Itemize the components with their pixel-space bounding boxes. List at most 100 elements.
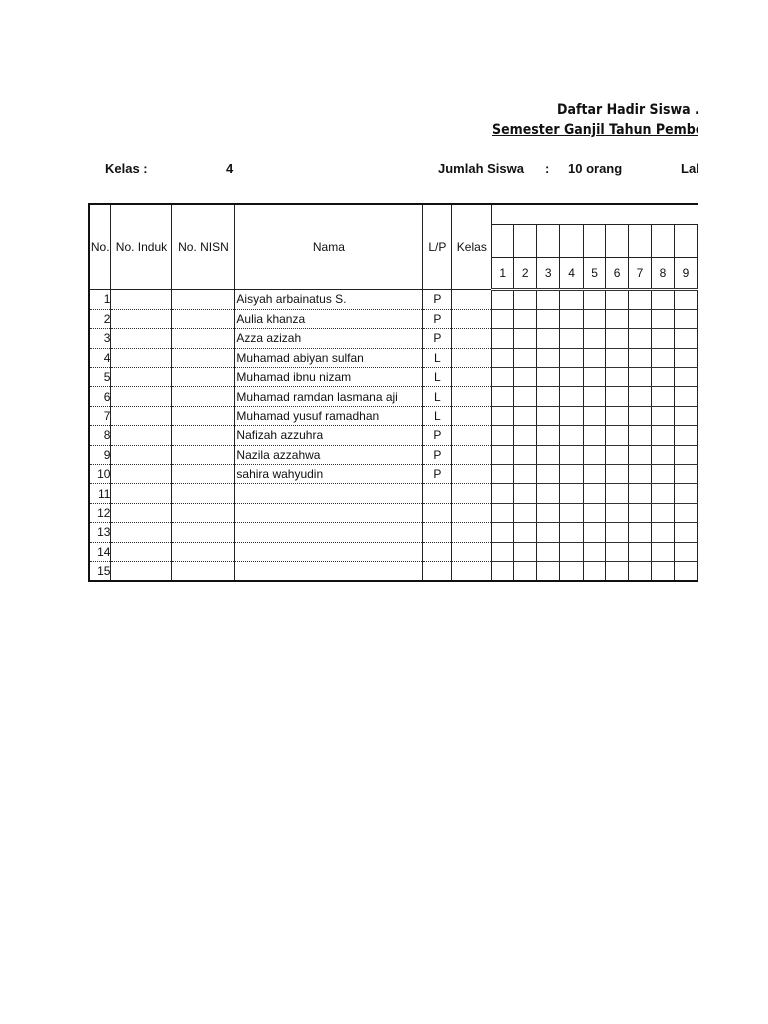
attendance-cell[interactable] xyxy=(605,522,630,543)
attendance-cell[interactable] xyxy=(583,444,607,466)
attendance-cell[interactable] xyxy=(650,502,675,524)
attendance-cell[interactable] xyxy=(559,464,585,485)
attendance-cell[interactable] xyxy=(559,522,585,543)
attendance-cell[interactable] xyxy=(491,405,515,427)
attendance-cell[interactable] xyxy=(583,386,607,407)
attendance-cell[interactable] xyxy=(628,560,652,583)
attendance-cell[interactable] xyxy=(491,464,515,485)
attendance-cell[interactable] xyxy=(583,541,607,562)
attendance-cell[interactable] xyxy=(491,347,515,369)
attendance-cell[interactable] xyxy=(650,288,675,310)
attendance-cell[interactable] xyxy=(536,502,561,524)
attendance-cell[interactable] xyxy=(491,328,515,349)
attendance-cell[interactable] xyxy=(513,464,538,485)
attendance-cell[interactable] xyxy=(673,541,698,562)
attendance-cell[interactable] xyxy=(583,522,607,543)
attendance-cell[interactable] xyxy=(536,522,561,543)
attendance-cell[interactable] xyxy=(491,308,515,330)
attendance-cell[interactable] xyxy=(628,405,652,427)
attendance-cell[interactable] xyxy=(536,444,561,466)
attendance-cell[interactable] xyxy=(536,405,561,427)
attendance-cell[interactable] xyxy=(673,328,698,349)
attendance-cell[interactable] xyxy=(673,444,698,466)
attendance-cell[interactable] xyxy=(628,464,652,485)
attendance-cell[interactable] xyxy=(513,502,538,524)
attendance-cell[interactable] xyxy=(583,464,607,485)
attendance-cell[interactable] xyxy=(513,367,538,388)
attendance-cell[interactable] xyxy=(650,425,675,446)
attendance-cell[interactable] xyxy=(559,288,585,310)
attendance-cell[interactable] xyxy=(513,541,538,562)
attendance-cell[interactable] xyxy=(559,347,585,369)
attendance-cell[interactable] xyxy=(559,328,585,349)
attendance-cell[interactable] xyxy=(583,502,607,524)
attendance-cell[interactable] xyxy=(559,541,585,562)
attendance-cell[interactable] xyxy=(628,347,652,369)
attendance-cell[interactable] xyxy=(491,522,515,543)
attendance-cell[interactable] xyxy=(583,425,607,446)
attendance-cell[interactable] xyxy=(536,288,561,310)
attendance-cell[interactable] xyxy=(559,425,585,446)
attendance-cell[interactable] xyxy=(513,522,538,543)
attendance-cell[interactable] xyxy=(559,405,585,427)
attendance-cell[interactable] xyxy=(628,444,652,466)
attendance-cell[interactable] xyxy=(605,502,630,524)
attendance-cell[interactable] xyxy=(605,367,630,388)
attendance-cell[interactable] xyxy=(628,328,652,349)
attendance-cell[interactable] xyxy=(628,425,652,446)
attendance-cell[interactable] xyxy=(673,464,698,485)
attendance-cell[interactable] xyxy=(559,444,585,466)
attendance-cell[interactable] xyxy=(536,386,561,407)
attendance-cell[interactable] xyxy=(559,502,585,524)
attendance-cell[interactable] xyxy=(536,367,561,388)
attendance-cell[interactable] xyxy=(536,560,561,583)
attendance-cell[interactable] xyxy=(673,308,698,330)
attendance-cell[interactable] xyxy=(491,288,515,310)
attendance-cell[interactable] xyxy=(559,483,585,504)
attendance-cell[interactable] xyxy=(628,522,652,543)
attendance-cell[interactable] xyxy=(491,502,515,524)
attendance-cell[interactable] xyxy=(650,328,675,349)
attendance-cell[interactable] xyxy=(583,367,607,388)
attendance-cell[interactable] xyxy=(513,347,538,369)
attendance-cell[interactable] xyxy=(536,328,561,349)
attendance-cell[interactable] xyxy=(583,288,607,310)
attendance-cell[interactable] xyxy=(583,405,607,427)
attendance-cell[interactable] xyxy=(605,328,630,349)
attendance-cell[interactable] xyxy=(650,347,675,369)
attendance-cell[interactable] xyxy=(559,386,585,407)
attendance-cell[interactable] xyxy=(650,483,675,504)
attendance-cell[interactable] xyxy=(491,425,515,446)
attendance-cell[interactable] xyxy=(513,444,538,466)
attendance-cell[interactable] xyxy=(491,367,515,388)
attendance-cell[interactable] xyxy=(650,405,675,427)
attendance-cell[interactable] xyxy=(673,483,698,504)
attendance-cell[interactable] xyxy=(650,308,675,330)
attendance-cell[interactable] xyxy=(605,405,630,427)
attendance-cell[interactable] xyxy=(491,483,515,504)
attendance-cell[interactable] xyxy=(536,541,561,562)
attendance-cell[interactable] xyxy=(673,405,698,427)
attendance-cell[interactable] xyxy=(628,502,652,524)
attendance-cell[interactable] xyxy=(650,386,675,407)
attendance-cell[interactable] xyxy=(559,560,585,583)
attendance-cell[interactable] xyxy=(673,502,698,524)
attendance-cell[interactable] xyxy=(673,522,698,543)
attendance-cell[interactable] xyxy=(583,560,607,583)
attendance-cell[interactable] xyxy=(650,541,675,562)
attendance-cell[interactable] xyxy=(628,308,652,330)
attendance-cell[interactable] xyxy=(536,464,561,485)
attendance-cell[interactable] xyxy=(605,288,630,310)
attendance-cell[interactable] xyxy=(513,386,538,407)
attendance-cell[interactable] xyxy=(605,308,630,330)
attendance-cell[interactable] xyxy=(650,367,675,388)
attendance-cell[interactable] xyxy=(650,560,675,583)
attendance-cell[interactable] xyxy=(536,425,561,446)
attendance-cell[interactable] xyxy=(605,425,630,446)
attendance-cell[interactable] xyxy=(583,328,607,349)
attendance-cell[interactable] xyxy=(673,425,698,446)
attendance-cell[interactable] xyxy=(650,464,675,485)
attendance-cell[interactable] xyxy=(536,308,561,330)
attendance-cell[interactable] xyxy=(513,425,538,446)
attendance-cell[interactable] xyxy=(605,483,630,504)
